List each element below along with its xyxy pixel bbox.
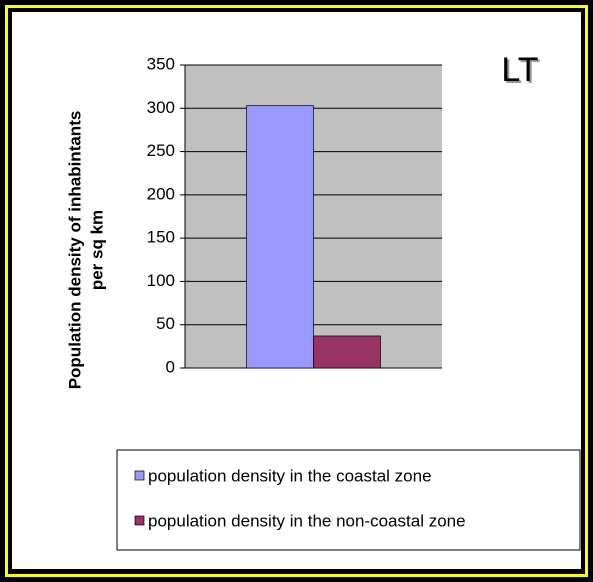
y-tick-label: 0 — [166, 357, 175, 376]
y-tick-label: 350 — [147, 54, 175, 73]
y-label-line: per sq km — [87, 210, 106, 290]
yellow-frame — [5, 5, 588, 577]
legend-swatch — [134, 515, 145, 526]
chart-title: LT — [501, 51, 538, 89]
legend-label: population density in the non-coastal zo… — [148, 511, 466, 530]
bar — [246, 105, 314, 369]
y-tick-label: 100 — [147, 271, 175, 290]
y-tick-label: 150 — [147, 228, 175, 247]
legend-swatch — [134, 470, 145, 481]
y-tick-label: 50 — [156, 314, 175, 333]
y-tick-label: 300 — [147, 98, 175, 117]
legend-box — [116, 449, 581, 551]
y-tick-label: 200 — [147, 184, 175, 203]
y-label-line: Population density of inhabintants — [65, 111, 84, 390]
y-axis-label: Population density of inhabintants per s… — [65, 111, 106, 390]
y-tick-label: 250 — [147, 141, 175, 160]
legend-label: population density in the coastal zone — [148, 466, 432, 485]
bar — [313, 335, 381, 369]
